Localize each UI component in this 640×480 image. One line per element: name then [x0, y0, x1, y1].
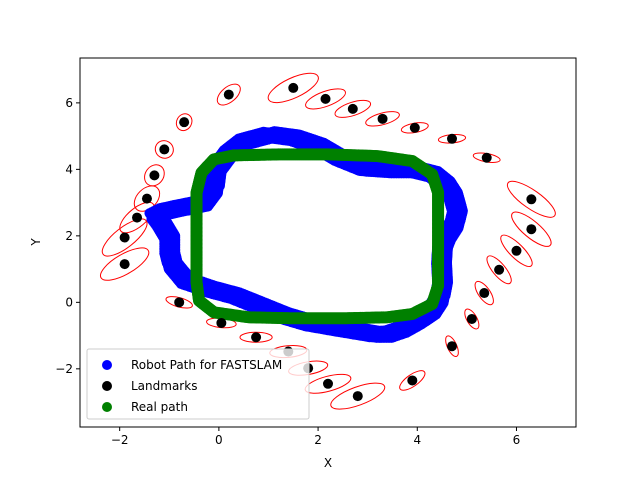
uncertainty-ellipse [175, 113, 193, 132]
real-path-point [190, 185, 203, 198]
uncertainty-ellipse [305, 88, 346, 110]
landmark-point [216, 317, 227, 328]
legend: Robot Path for FASTSLAM Landmarks Real p… [86, 348, 310, 420]
y-axis-label: Y [29, 238, 43, 247]
y-tick-label: −2 [55, 362, 73, 376]
uncertainty-ellipse [399, 370, 426, 391]
landmark-point [377, 113, 388, 124]
landmark-point [119, 232, 130, 243]
landmark-point [481, 152, 492, 163]
legend-label-real-path: Real path [131, 400, 188, 414]
uncertainty-ellipse [474, 280, 494, 306]
y-tick-label: 6 [65, 96, 73, 110]
landmark-point [479, 288, 490, 299]
landmark-point [511, 245, 522, 256]
landmark-point [323, 378, 333, 389]
legend-label-landmarks: Landmarks [131, 379, 197, 393]
legend-box [86, 348, 310, 420]
y-axis-ticks: −2 0 2 4 6 [55, 96, 80, 376]
landmark-point [447, 133, 457, 144]
uncertainty-ellipse [119, 201, 155, 234]
landmark-point [223, 89, 234, 100]
uncertainty-ellipse [506, 180, 556, 218]
x-tick-label: 4 [413, 433, 421, 447]
uncertainty-ellipse [154, 140, 174, 159]
landmark-point [320, 93, 331, 104]
landmark-point [466, 313, 477, 324]
landmark-point [494, 264, 505, 275]
landmark-point [526, 194, 537, 205]
uncertainty-ellipse [267, 72, 319, 104]
x-tick-label: 0 [215, 433, 223, 447]
landmark-point [179, 117, 190, 128]
robot-path-point [206, 186, 217, 197]
uncertainty-ellipse [99, 247, 150, 281]
landmark-point [119, 259, 130, 270]
uncertainty-ellipse [511, 211, 552, 247]
uncertainty-ellipse [334, 99, 372, 118]
real-path-layer [190, 148, 445, 325]
landmark-point [174, 297, 185, 308]
landmark-point [288, 82, 299, 93]
landmark-point [526, 224, 537, 235]
landmark-point [149, 170, 160, 181]
landmark-point [132, 212, 143, 223]
x-axis-ticks: −2 0 2 4 6 [111, 427, 520, 447]
uncertainty-ellipse [144, 164, 165, 187]
x-tick-label: 2 [314, 433, 322, 447]
x-axis-label: X [324, 456, 332, 470]
landmark-point [141, 193, 152, 204]
y-tick-label: 2 [65, 229, 73, 243]
uncertainty-ellipse [101, 218, 148, 257]
landmark-point [251, 332, 262, 343]
y-tick-label: 4 [65, 162, 73, 176]
landmark-point [159, 144, 170, 155]
landmark-point [447, 341, 457, 352]
legend-label-robot-path: Robot Path for FASTSLAM [131, 358, 282, 372]
uncertainty-ellipse [500, 234, 533, 268]
uncertainty-ellipse [486, 255, 512, 285]
uncertainty-ellipse [330, 382, 386, 410]
x-tick-label: −2 [111, 433, 129, 447]
landmark-point [409, 122, 420, 133]
x-tick-label: 6 [513, 433, 521, 447]
landmark-point [352, 391, 363, 402]
plot-frame [79, 57, 577, 428]
uncertainty-ellipse [365, 111, 400, 127]
landmark-point [347, 103, 358, 114]
legend-marker-landmarks [102, 381, 112, 391]
uncertainty-ellipse [216, 83, 241, 106]
legend-marker-real-path [102, 402, 112, 412]
landmark-point [407, 375, 418, 386]
legend-marker-robot-path [102, 360, 112, 370]
y-tick-label: 0 [65, 295, 73, 309]
